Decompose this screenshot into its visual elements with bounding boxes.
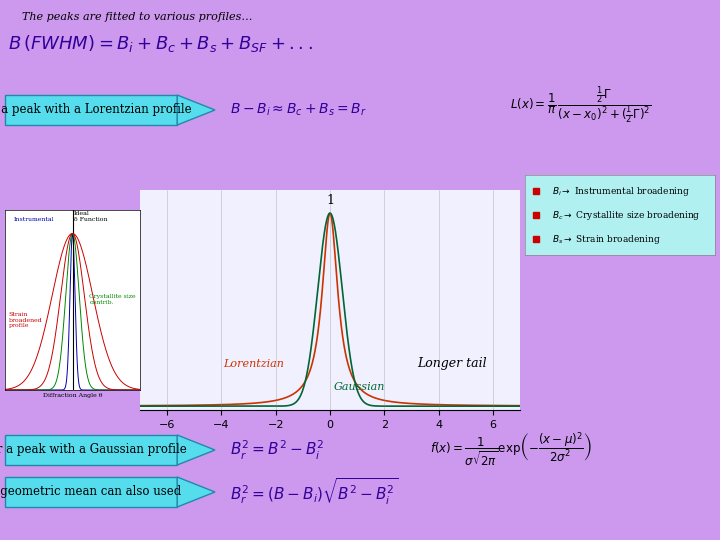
- Text: Instrumental: Instrumental: [14, 217, 54, 222]
- Text: $B_i \rightarrow$ Instrumental broadening: $B_i \rightarrow$ Instrumental broadenin…: [552, 185, 690, 198]
- Text: Lorentzian: Lorentzian: [224, 359, 284, 369]
- Polygon shape: [177, 95, 215, 125]
- Polygon shape: [177, 477, 215, 507]
- FancyBboxPatch shape: [5, 95, 177, 125]
- Text: Crystallite size
contrib.: Crystallite size contrib.: [89, 294, 136, 305]
- Text: Longer tail: Longer tail: [418, 357, 487, 370]
- Text: $B\,(FWHM) = B_i + B_c + B_s + B_{SF} + ...$: $B\,(FWHM) = B_i + B_c + B_s + B_{SF} + …: [8, 33, 313, 54]
- Text: For a peak with a Lorentzian profile: For a peak with a Lorentzian profile: [0, 104, 192, 117]
- Text: The peaks are fitted to various profiles…: The peaks are fitted to various profiles…: [22, 12, 253, 22]
- Text: Strain
broadened
profile: Strain broadened profile: [9, 312, 42, 328]
- Text: $B_r^2 = B^2 - B_i^2$: $B_r^2 = B^2 - B_i^2$: [230, 438, 325, 462]
- Text: $f(x) = \dfrac{1}{\sigma\sqrt{2\pi}}\exp\!\left(-\dfrac{(x-\mu)^2}{2\sigma^2}\ri: $f(x) = \dfrac{1}{\sigma\sqrt{2\pi}}\exp…: [430, 431, 592, 469]
- Text: Ideal
δ Function: Ideal δ Function: [74, 211, 108, 222]
- X-axis label: Diffraction Angle θ: Diffraction Angle θ: [42, 393, 102, 398]
- Polygon shape: [177, 435, 215, 465]
- Text: For a peak with a Gaussian profile: For a peak with a Gaussian profile: [0, 443, 186, 456]
- Text: $B_s \rightarrow$ Strain broadening: $B_s \rightarrow$ Strain broadening: [552, 233, 660, 246]
- FancyBboxPatch shape: [5, 477, 177, 507]
- Text: 1: 1: [327, 194, 335, 207]
- Text: Gaussian: Gaussian: [334, 382, 385, 392]
- Text: $B_r^2 = (B - B_i)\sqrt{B^2 - B_i^2}$: $B_r^2 = (B - B_i)\sqrt{B^2 - B_i^2}$: [230, 477, 398, 507]
- FancyBboxPatch shape: [5, 435, 177, 465]
- Text: $B_c \rightarrow$ Crystallite size broadening: $B_c \rightarrow$ Crystallite size broad…: [552, 208, 700, 221]
- Text: A geometric mean can also used: A geometric mean can also used: [0, 485, 181, 498]
- Text: $B - B_i \approx B_c + B_s = B_r$: $B - B_i \approx B_c + B_s = B_r$: [230, 102, 366, 118]
- Text: $L(x) = \dfrac{1}{\pi}\,\dfrac{\frac{1}{2}\Gamma}{(x-x_0)^2+(\frac{1}{2}\Gamma)^: $L(x) = \dfrac{1}{\pi}\,\dfrac{\frac{1}{…: [510, 84, 652, 126]
